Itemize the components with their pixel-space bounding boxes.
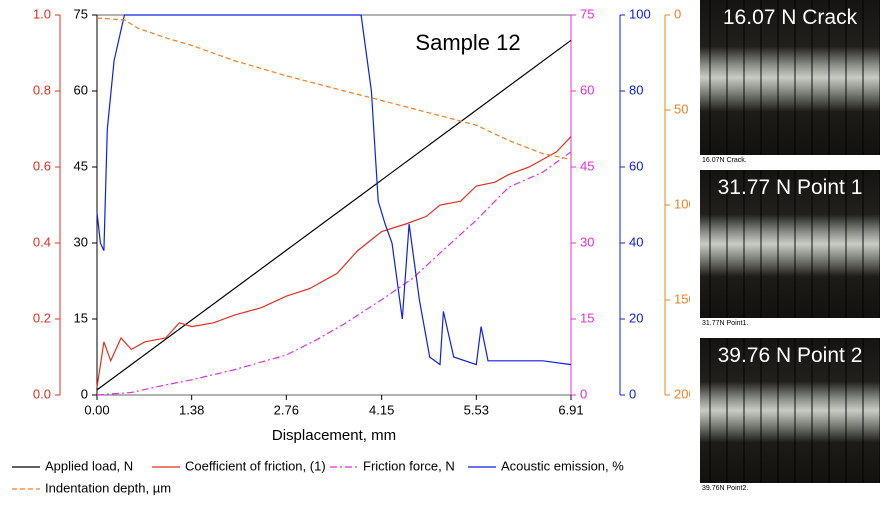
texture <box>700 338 880 483</box>
y-tick-label: 0 <box>580 386 587 401</box>
legend-label: Applied load, N <box>45 458 133 473</box>
y-tick-label: 40 <box>629 234 643 249</box>
y-tick-label: 60 <box>629 158 643 173</box>
y-tick-label: 0 <box>674 6 681 21</box>
y-tick-label: 50 <box>674 101 688 116</box>
micrograph-title: 31.77 N Point 1 <box>717 176 863 199</box>
y-tick-label: 100 <box>629 6 651 21</box>
y-tick-label: 0 <box>81 386 88 401</box>
series-line <box>96 17 572 160</box>
y-tick-label: 60 <box>74 82 88 97</box>
y-tick-label: 0.6 <box>33 158 51 173</box>
series-line <box>96 14 572 366</box>
x-tick-label: 1.38 <box>179 402 204 417</box>
legend-label: Coefficient of friction, (1) <box>185 458 326 473</box>
y-tick-label: 20 <box>629 310 643 325</box>
y-tick-label: 0.0 <box>33 386 51 401</box>
y-tick-label: 15 <box>580 310 594 325</box>
x-tick-label: 0.00 <box>84 402 109 417</box>
x-tick-label: 6.91 <box>558 402 583 417</box>
x-tick-label: 4.15 <box>369 402 394 417</box>
legend-label: Indentation depth, µm <box>45 480 171 495</box>
series-line <box>96 136 572 388</box>
micrograph-caption: 16.07N Crack. <box>702 157 747 164</box>
y-tick-label: 0.4 <box>33 234 51 249</box>
micrograph: 16.07 N Crack <box>700 0 880 155</box>
y-tick-label: 1.0 <box>33 6 51 21</box>
annotation: Sample 12 <box>415 30 520 55</box>
legend-label: Acoustic emission, % <box>501 458 624 473</box>
y-tick-label: 0.2 <box>33 310 51 325</box>
y-tick-label: 150 <box>674 291 690 306</box>
x-tick-label: 5.53 <box>464 402 489 417</box>
texture <box>700 170 880 318</box>
y-tick-label: 60 <box>580 82 594 97</box>
y-tick-label: 30 <box>580 234 594 249</box>
y-tick-label: 15 <box>74 310 88 325</box>
legend-label: Friction force, N <box>363 458 455 473</box>
micrograph: 31.77 N Point 1 <box>700 170 880 318</box>
y-tick-label: 200 <box>674 386 690 401</box>
micrograph: 39.76 N Point 2 <box>700 338 880 483</box>
y-tick-label: 45 <box>580 158 594 173</box>
y-tick-label: 75 <box>580 6 594 21</box>
y-tick-label: 45 <box>74 158 88 173</box>
series-line <box>96 151 572 396</box>
y-tick-label: 100 <box>674 196 690 211</box>
chart: Sample 12 Displacement, mm 0.00 1.38 2.76 4… <box>12 6 690 495</box>
y-tick-label: 0 <box>629 386 636 401</box>
y-tick-label: 80 <box>629 82 643 97</box>
x-tick-label: 2.76 <box>274 402 299 417</box>
y-tick-label: 0.8 <box>33 82 51 97</box>
x-axis-label: Displacement, mm <box>272 427 396 444</box>
micrograph-title: 16.07 N Crack <box>722 6 858 29</box>
micrograph-title: 39.76 N Point 2 <box>717 344 863 367</box>
micrograph-caption: 31.77N Point1. <box>702 320 749 327</box>
texture <box>700 0 880 155</box>
micrograph-caption: 39.76N Point2. <box>702 485 749 492</box>
y-tick-label: 75 <box>74 6 88 21</box>
series-line <box>96 39 572 391</box>
y-tick-label: 30 <box>74 234 88 249</box>
